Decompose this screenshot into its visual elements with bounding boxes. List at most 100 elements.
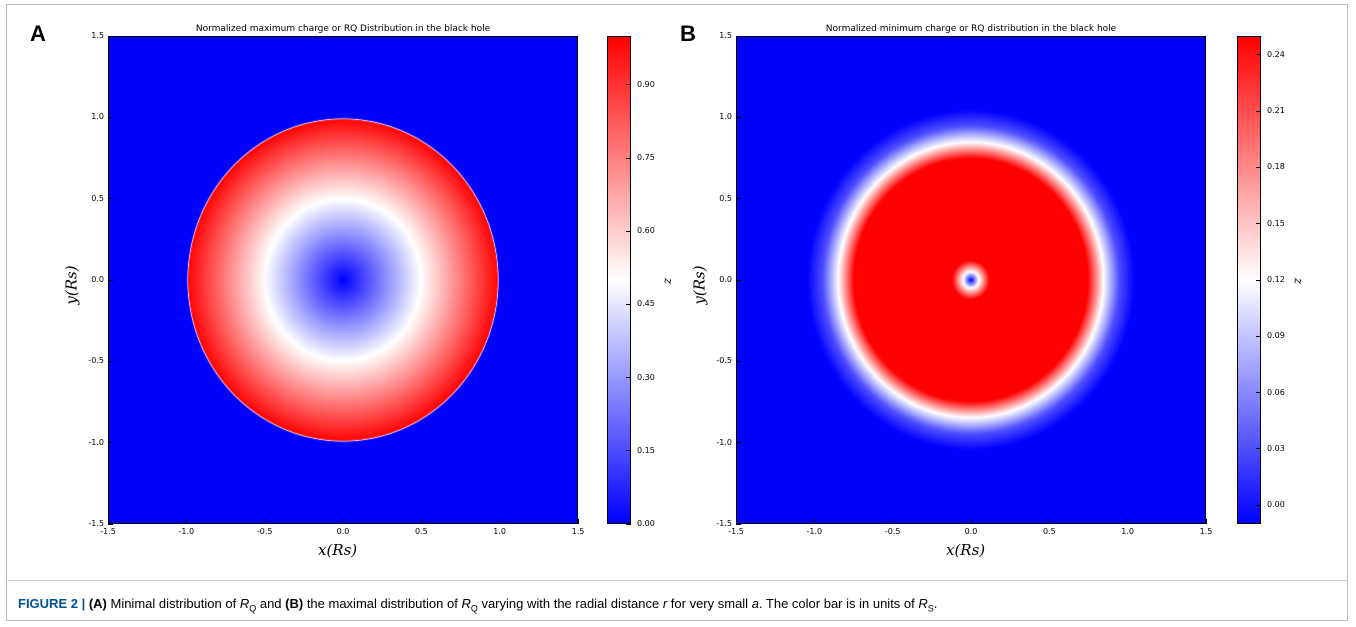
colorbar-tick-mark <box>626 523 631 525</box>
colorbar-label-b: z <box>1290 277 1305 285</box>
colorbar-tick-mark <box>1256 279 1261 281</box>
colorbar-tick-mark <box>1256 166 1261 168</box>
panel-label-a: A <box>30 21 46 46</box>
y-tick-mark <box>736 35 741 37</box>
y-tick-mark <box>736 198 741 200</box>
heatmap-a <box>108 36 578 524</box>
x-tick-mark <box>735 519 737 524</box>
colorbar-tick-label: 0.75 <box>637 153 655 162</box>
y-tick-mark <box>108 198 113 200</box>
colorbar-tick-label: 0.60 <box>637 226 655 236</box>
x-tick-mark <box>1127 519 1129 524</box>
plot-title-b: Normalized minimum charge or RQ distribu… <box>825 24 1117 34</box>
caption-math: r <box>662 596 668 611</box>
x-tick-label: 1.0 <box>1121 527 1135 536</box>
colorbar-tick-label: 0.12 <box>1267 275 1285 284</box>
caption-math-sub: Q <box>470 603 478 614</box>
y-tick-label: 1.0 <box>91 112 104 122</box>
x-tick-mark <box>107 519 109 524</box>
x-axis-label-b: x(Rs) <box>946 541 986 559</box>
caption-math: R <box>239 596 250 611</box>
figure-caption: FIGURE 2 | (A) Minimal distribution of R… <box>18 596 1338 614</box>
x-tick-label: 1.5 <box>571 527 585 536</box>
y-tick-label: -1.5 <box>716 519 732 528</box>
x-tick-label: 0.5 <box>414 527 428 536</box>
colorbar-tick-label: 0.15 <box>1267 218 1285 228</box>
colorbar-tick-mark <box>1256 110 1261 112</box>
colorbar-tick-label: 0.00 <box>637 519 655 528</box>
y-tick-label: 1.5 <box>91 31 104 40</box>
caption-math: R <box>461 596 471 611</box>
colorbar-tick-mark <box>626 450 631 452</box>
colorbar-tick-mark <box>626 303 631 305</box>
colorbar-tick-label: 0.00 <box>1267 500 1285 510</box>
colorbar-tick-mark <box>626 84 631 86</box>
x-tick-label: -1.0 <box>178 527 195 536</box>
caption-part-b: (B) <box>285 596 304 611</box>
x-tick-label: -0.5 <box>256 527 273 536</box>
x-tick-mark <box>970 519 972 524</box>
caption-text: the maximal distribution of <box>303 596 462 611</box>
x-tick-mark <box>577 519 579 524</box>
y-axis-label-a: y(Rs) <box>62 265 81 305</box>
y-tick-mark <box>108 442 113 444</box>
y-tick-mark <box>736 442 741 444</box>
caption-math: R <box>918 596 928 611</box>
x-tick-mark <box>813 519 815 524</box>
x-tick-label: -1.0 <box>806 527 823 536</box>
y-tick-mark <box>736 116 741 118</box>
colorbar-tick-label: 0.09 <box>1267 331 1285 341</box>
colorbar-tick-mark <box>1256 54 1261 56</box>
x-tick-mark <box>420 519 422 524</box>
x-tick-label: -1.5 <box>728 527 744 536</box>
colorbar-tick-mark <box>1256 504 1261 506</box>
y-tick-mark <box>736 360 741 362</box>
caption-divider <box>6 580 1348 581</box>
colorbar-tick-mark <box>1256 335 1261 337</box>
panel-label-b: B <box>680 21 696 46</box>
colorbar-tick-mark <box>626 377 631 379</box>
caption-math-sub: S <box>927 603 934 614</box>
y-tick-label: 0.5 <box>719 193 732 203</box>
colorbar-tick-mark <box>1256 392 1261 394</box>
heatmap-canvas-b <box>737 37 1205 523</box>
y-tick-mark <box>108 279 113 281</box>
x-tick-label: 0.5 <box>1042 527 1056 536</box>
colorbar-tick-label: 0.18 <box>1267 162 1285 172</box>
heatmap-canvas-a <box>109 37 577 523</box>
caption-text: for very small <box>667 596 752 611</box>
x-tick-label: -1.5 <box>100 527 116 536</box>
x-tick-mark <box>1048 519 1050 524</box>
x-tick-label: 0.0 <box>964 527 978 536</box>
colorbar-a <box>607 36 631 524</box>
y-tick-mark <box>108 360 113 362</box>
caption-text: varying with the radial distance <box>477 596 663 611</box>
y-tick-label: 0.0 <box>719 275 732 284</box>
y-tick-mark <box>736 279 741 281</box>
x-tick-mark <box>892 519 894 524</box>
x-axis-label-a: x(Rs) <box>318 541 358 559</box>
x-tick-mark <box>499 519 501 524</box>
caption-math-sub: Q <box>249 603 257 614</box>
caption-math: a <box>751 596 759 611</box>
y-tick-label: -1.5 <box>88 519 104 528</box>
y-tick-label: -1.0 <box>716 437 732 447</box>
y-tick-label: -0.5 <box>88 356 104 366</box>
x-tick-mark <box>264 519 266 524</box>
colorbar-tick-label: 0.90 <box>637 79 655 89</box>
heatmap-b <box>736 36 1206 524</box>
colorbar-label-a: z <box>660 277 675 285</box>
x-tick-label: -0.5 <box>884 527 901 536</box>
colorbar-tick-label: 0.21 <box>1267 106 1285 116</box>
colorbar-tick-label: 0.03 <box>1267 443 1285 453</box>
caption-figure-number: FIGURE 2 | <box>18 596 86 611</box>
y-tick-label: -0.5 <box>716 356 732 366</box>
caption-text: Minimal distribution of <box>106 596 240 611</box>
y-tick-label: 1.5 <box>719 31 732 40</box>
colorbar-tick-label: 0.45 <box>637 299 655 309</box>
y-tick-label: 0.0 <box>91 275 104 284</box>
x-tick-label: 1.5 <box>1199 527 1213 536</box>
x-tick-mark <box>342 519 344 524</box>
caption-text: and <box>256 596 286 611</box>
x-tick-label: 1.0 <box>493 527 507 536</box>
